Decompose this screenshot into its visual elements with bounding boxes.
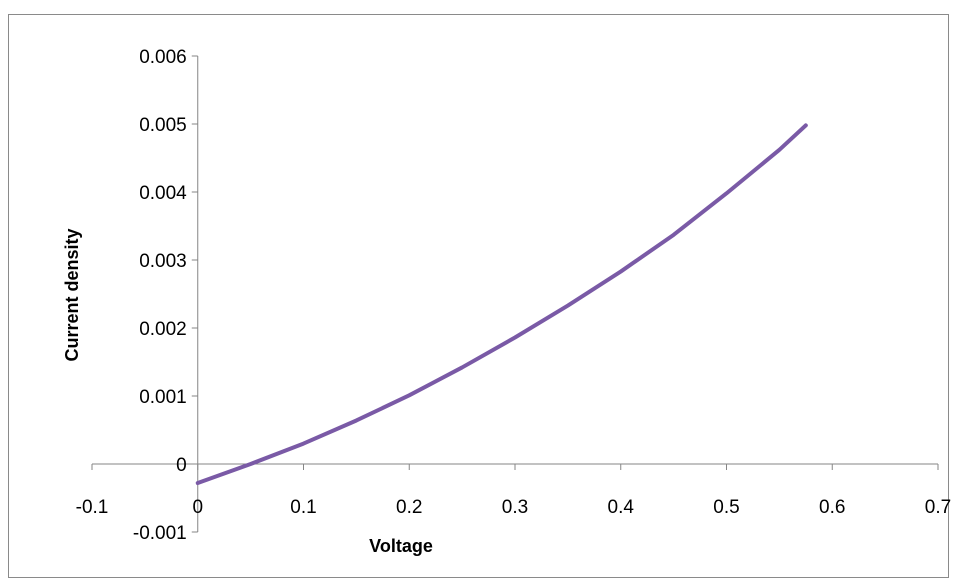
y-tick-label: -0.001 [133,523,187,544]
y-axis-title: Current density [62,228,82,361]
x-tick-label: 0.2 [396,497,422,518]
y-tick-label: 0.005 [139,115,187,136]
y-tick-label: 0.004 [139,183,187,204]
x-tick-label: 0.5 [713,497,739,518]
x-tick-label: 0.6 [819,497,845,518]
y-tick-label: 0.003 [139,251,187,272]
axes [92,56,938,532]
x-tick-label: -0.1 [76,497,109,518]
x-ticks: -0.1 0 0.1 0.2 0.3 0.4 0.5 0.6 0.7 [76,464,951,518]
y-tick-label: 0 [176,455,187,476]
x-tick-label: 0.1 [290,497,316,518]
y-ticks: -0.001 0 0.001 0.002 0.003 0.004 0.005 0.006 [133,47,198,544]
y-tick-label: 0.001 [139,387,187,408]
chart-frame [8,14,949,578]
y-tick-label: 0.002 [139,319,187,340]
x-tick-label: 0.3 [502,497,528,518]
x-tick-label: 0.4 [608,497,635,518]
series-line [195,123,808,486]
y-tick-label: 0.006 [139,47,187,68]
x-axis-title: Voltage [369,536,433,556]
series-group [195,123,808,486]
x-tick-label: 0 [192,497,203,518]
x-tick-label: 0.7 [925,497,951,518]
